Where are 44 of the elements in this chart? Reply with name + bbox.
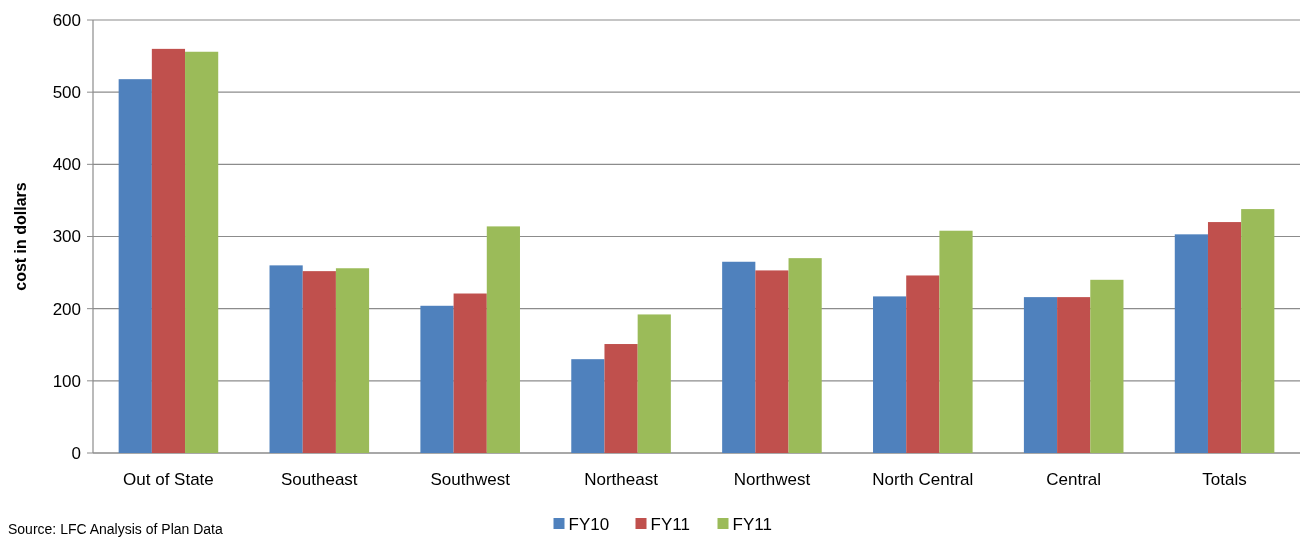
bar bbox=[637, 314, 671, 453]
x-tick-label: Central bbox=[1046, 470, 1102, 489]
bar bbox=[788, 258, 822, 453]
y-tick-label: 0 bbox=[71, 443, 81, 463]
x-tick-label: Totals bbox=[1202, 470, 1247, 489]
bar bbox=[755, 270, 789, 453]
bar bbox=[118, 79, 152, 453]
legend-label: FY10 bbox=[568, 515, 610, 534]
bar bbox=[185, 51, 219, 453]
y-tick-label: 100 bbox=[52, 371, 81, 391]
legend-label: FY11 bbox=[650, 515, 690, 534]
bar bbox=[939, 230, 973, 453]
bar bbox=[269, 265, 303, 453]
x-tick-label: Out of State bbox=[123, 470, 214, 489]
bar bbox=[1023, 297, 1058, 453]
bar bbox=[1241, 209, 1275, 453]
y-tick-label: 300 bbox=[52, 227, 81, 247]
y-tick-label: 400 bbox=[52, 155, 81, 175]
x-tick-label: Southwest bbox=[430, 470, 511, 489]
bar bbox=[1090, 279, 1124, 453]
bar bbox=[1057, 297, 1091, 453]
bar bbox=[873, 296, 907, 453]
x-tick-label: Northeast bbox=[584, 470, 659, 489]
bar bbox=[1174, 234, 1208, 453]
bar bbox=[420, 305, 454, 453]
bar bbox=[604, 344, 638, 453]
y-tick-label: 200 bbox=[52, 299, 81, 319]
legend-label: FY11 bbox=[732, 515, 772, 534]
y-axis-title: cost in dollars bbox=[12, 182, 29, 291]
y-tick-label: 600 bbox=[52, 10, 81, 30]
bar bbox=[486, 226, 520, 453]
bar bbox=[1207, 222, 1242, 453]
bar bbox=[335, 268, 370, 453]
y-tick-label: 500 bbox=[52, 83, 81, 103]
bar bbox=[722, 261, 756, 453]
x-tick-label: Northwest bbox=[733, 470, 811, 489]
bar bbox=[302, 271, 336, 453]
bar bbox=[151, 48, 186, 453]
bar bbox=[571, 359, 605, 453]
x-tick-label: North Central bbox=[872, 470, 974, 489]
bar bbox=[453, 293, 487, 453]
x-tick-label: Southeast bbox=[281, 470, 358, 489]
bar bbox=[906, 275, 940, 453]
source-note: Source: LFC Analysis of Plan Data bbox=[8, 521, 223, 537]
